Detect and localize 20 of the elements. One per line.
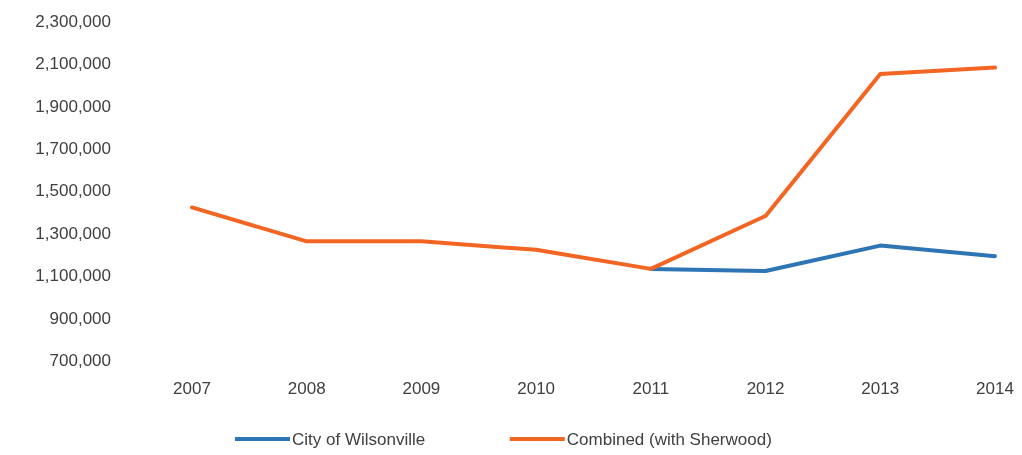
- y-tick-label: 1,700,000: [35, 139, 111, 159]
- y-tick-label: 1,900,000: [35, 96, 111, 116]
- x-tick-label: 2010: [517, 379, 556, 398]
- y-tick-label: 1,300,000: [35, 223, 111, 243]
- x-tick-label: 2009: [402, 379, 441, 398]
- y-tick-label: 2,100,000: [35, 54, 111, 74]
- legend-label: City of Wilsonville: [292, 430, 426, 449]
- x-tick-label: 2007: [173, 379, 211, 398]
- y-tick-label: 1,100,000: [35, 266, 111, 286]
- x-tick-label: 2014: [976, 379, 1014, 398]
- legend-label: Combined (with Sherwood): [566, 430, 772, 449]
- x-tick-label: 2008: [287, 379, 326, 398]
- y-tick-label: 700,000: [49, 350, 111, 370]
- x-tick-label: 2013: [861, 379, 900, 398]
- y-tick-label: 900,000: [49, 308, 111, 328]
- y-tick-label: 1,500,000: [35, 181, 111, 201]
- line-series: [190, 65, 997, 271]
- x-tick-label: 2011: [632, 379, 670, 398]
- y-tick-label: 2,300,000: [35, 11, 111, 31]
- x-tick-label: 2012: [746, 379, 785, 398]
